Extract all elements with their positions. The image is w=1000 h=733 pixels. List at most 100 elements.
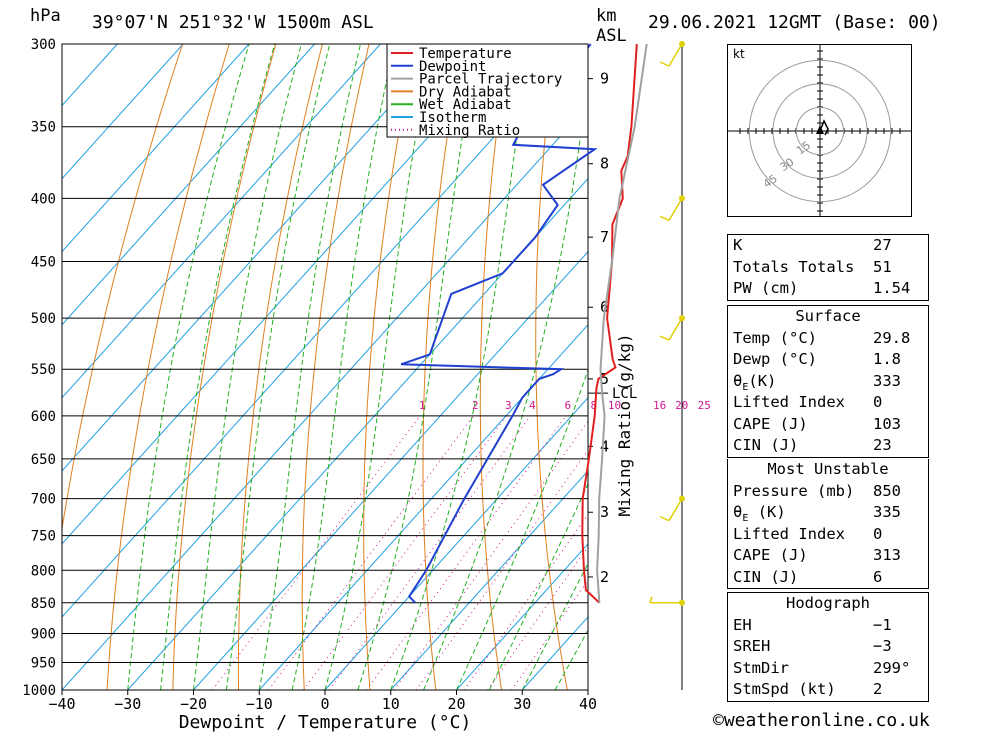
wet-adiabat-line bbox=[324, 44, 434, 690]
surface-li-value: 0 bbox=[873, 393, 883, 411]
wind-barb-flag bbox=[659, 61, 670, 67]
pressure-tick-label: 750 bbox=[31, 529, 56, 545]
wet-adiabat-line bbox=[127, 44, 250, 690]
surface-temp-value: 29.8 bbox=[873, 328, 911, 347]
x-tick-label: −40 bbox=[48, 695, 75, 713]
hodograph-ring-label: 45 bbox=[761, 172, 780, 191]
dry-adiabat-line bbox=[172, 44, 277, 690]
lcl-label: LCL bbox=[612, 386, 637, 402]
dry-adiabat-line bbox=[535, 44, 568, 690]
pw-row: PW (cm) 1.54 bbox=[728, 278, 928, 300]
x-tick-label: 20 bbox=[447, 695, 465, 713]
mixing-ratio-line bbox=[511, 579, 588, 690]
wet-adiabat-line bbox=[258, 44, 361, 690]
pressure-tick-label: 300 bbox=[31, 37, 56, 53]
isotherm-line bbox=[258, 323, 588, 690]
surface-cape-label: CAPE (J) bbox=[733, 414, 808, 433]
surface-cin-label: CIN (J) bbox=[733, 436, 799, 454]
pressure-tick-label: 500 bbox=[31, 311, 56, 327]
surface-dewp-label: Dewp (°C) bbox=[733, 350, 817, 368]
stmdir-value: 299° bbox=[873, 658, 911, 677]
hodograph-ring-label: 15 bbox=[794, 139, 813, 158]
km-tick-label: 2 bbox=[600, 568, 609, 586]
wind-barb-flag bbox=[649, 596, 653, 604]
pressure-tick-label: 900 bbox=[31, 626, 56, 642]
surface-theta-e-label: θE(K) bbox=[733, 371, 777, 393]
wind-barb bbox=[668, 498, 683, 522]
dry-adiabat-line bbox=[301, 44, 370, 690]
wind-barb-flag bbox=[659, 335, 670, 341]
pressure-tick-label: 700 bbox=[31, 492, 56, 508]
stmdir-label: StmDir bbox=[733, 658, 789, 677]
stmspd-value: 2 bbox=[873, 680, 883, 698]
dry-adiabat-line bbox=[928, 35, 1000, 690]
mixing-ratio-label: 1 bbox=[419, 399, 426, 412]
location-title: 39°07'N 251°32'W 1500m ASL bbox=[92, 12, 374, 33]
mixing-ratio-line bbox=[463, 513, 588, 690]
x-axis-title: Dewpoint / Temperature (°C) bbox=[179, 712, 472, 733]
pressure-axis-unit: hPa bbox=[30, 6, 61, 26]
isotherm-line bbox=[62, 104, 588, 690]
k-index-value: 27 bbox=[873, 236, 892, 254]
pressure-tick-label: 350 bbox=[31, 120, 56, 136]
storm-motion-marker bbox=[816, 125, 824, 134]
hodograph-ring bbox=[795, 106, 845, 156]
mu-theta-e-label: θE (K) bbox=[733, 503, 786, 525]
legend-label: Dry Adiabat bbox=[419, 84, 512, 100]
mu-pressure-value: 850 bbox=[873, 481, 901, 500]
km-tick-label: 3 bbox=[600, 503, 609, 521]
mu-li-label: Lifted Index bbox=[733, 524, 845, 543]
wet-adiabat-line bbox=[291, 44, 395, 690]
x-tick-label: 10 bbox=[382, 695, 400, 713]
isotherm-line bbox=[324, 397, 588, 690]
km-tick-label: 4 bbox=[600, 437, 609, 455]
isotherm-line bbox=[62, 44, 447, 472]
dry-adiabat-line bbox=[106, 44, 230, 690]
surface-dewp-value: 1.8 bbox=[873, 350, 901, 368]
isotherm-line bbox=[62, 44, 579, 618]
height-axis-unit-asl: ASL bbox=[596, 26, 627, 46]
pressure-tick-label: 850 bbox=[31, 596, 56, 612]
mixing-ratio-label: 4 bbox=[529, 399, 536, 412]
wet-adiabat-line bbox=[193, 44, 302, 690]
most-unstable-title: Most Unstable bbox=[767, 460, 889, 478]
dry-adiabat-line bbox=[422, 44, 463, 690]
pressure-tick-label: 550 bbox=[31, 362, 56, 378]
isotherm-line bbox=[127, 177, 588, 690]
isotherm-line bbox=[62, 44, 250, 253]
hodograph-unit-label: kt bbox=[733, 47, 745, 61]
surface-cape-value: 103 bbox=[873, 414, 901, 433]
mixing-ratio-line bbox=[328, 415, 531, 690]
totals-totals-row: Totals Totals 51 bbox=[728, 257, 928, 279]
pressure-tick-label: 950 bbox=[31, 655, 56, 671]
dewpoint-profile bbox=[400, 43, 598, 604]
totals-totals-label: Totals Totals bbox=[733, 257, 855, 276]
legend-label: Temperature bbox=[419, 46, 512, 62]
hodograph-trace bbox=[819, 119, 829, 136]
hodograph-ring bbox=[772, 83, 868, 179]
mixing-ratio-label: 8 bbox=[591, 399, 598, 412]
mixing-ratio-label: 16 bbox=[653, 399, 666, 412]
mixing-ratio-line bbox=[302, 415, 507, 690]
mixing-ratio-line bbox=[366, 415, 567, 690]
sreh-label: SREH bbox=[733, 637, 771, 655]
wind-barb-flag bbox=[659, 515, 670, 522]
mu-cape-label: CAPE (J) bbox=[733, 546, 808, 564]
surface-table: Surface Temp (°C) 29.8 Dewp (°C) 1.8 θE(K)… bbox=[727, 305, 929, 458]
x-tick-label: −10 bbox=[246, 695, 273, 713]
km-tick-label: 5 bbox=[600, 370, 609, 388]
pressure-tick-label: 400 bbox=[31, 191, 56, 207]
totals-totals-value: 51 bbox=[873, 257, 892, 276]
most-unstable-table: Most Unstable Pressure (mb) 850 θE (K) 335… bbox=[727, 459, 929, 589]
isotherm-line bbox=[62, 44, 381, 399]
isotherm-line bbox=[62, 44, 118, 107]
mixing-ratio-label: 2 bbox=[472, 399, 479, 412]
x-tick-label: 40 bbox=[579, 695, 597, 713]
stmspd-label: StmSpd (kt) bbox=[733, 680, 836, 698]
background-lines bbox=[62, 35, 1000, 690]
isotherm-line bbox=[62, 44, 316, 326]
dry-adiabat-line bbox=[62, 44, 184, 533]
pw-label: PW (cm) bbox=[733, 279, 799, 297]
